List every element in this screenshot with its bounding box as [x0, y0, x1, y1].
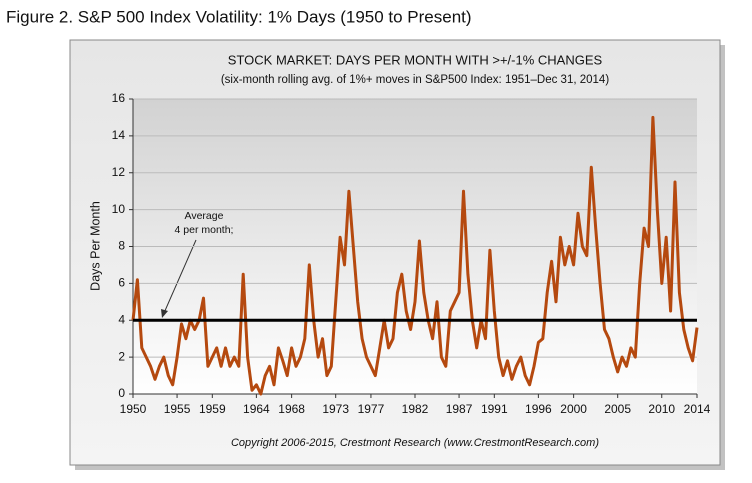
y-tick-label: 2 — [118, 349, 125, 363]
copyright: Copyright 2006-2015, Crestmont Research … — [231, 437, 599, 449]
x-tick-label: 1950 — [120, 402, 147, 416]
plot-layer: 0 2 4 6 8 10 12 14 16 1950 1955 1959 1964 1968 1973 197… — [112, 91, 711, 416]
x-tick-label: 1977 — [358, 402, 385, 416]
series-line — [131, 115, 699, 396]
x-tick-label: 2000 — [560, 402, 587, 416]
x-tick-label: 1955 — [164, 402, 191, 416]
x-tick-label: 1964 — [243, 402, 270, 416]
annotation-arrow — [163, 239, 197, 314]
y-tick-label: 12 — [112, 165, 126, 179]
figure-caption: Figure 2. S&P 500 Index Volatility: 1% D… — [6, 7, 472, 26]
y-axis-label: Days Per Month — [88, 201, 102, 291]
annotation-line: 4 per month; — [175, 224, 234, 236]
x-tick-label: 2014 — [684, 402, 711, 416]
chart-title: STOCK MARKET: DAYS PER MONTH WITH >+/-1%… — [228, 52, 603, 67]
y-tick-label: 14 — [112, 128, 126, 142]
y-tick-label: 10 — [112, 202, 126, 216]
y-tick-label: 4 — [118, 312, 125, 326]
x-tick-label: 2005 — [604, 402, 631, 416]
y-tick-label: 8 — [118, 239, 125, 253]
x-tick-label: 2010 — [648, 402, 675, 416]
x-tick-label: 1968 — [278, 402, 305, 416]
annotation-line: Average — [185, 210, 224, 222]
annotation-arrowhead — [161, 309, 168, 318]
x-tick-label: 1996 — [525, 402, 552, 416]
x-tick-label: 1982 — [402, 402, 429, 416]
x-tick-label: 1991 — [481, 402, 508, 416]
chart-subtitle: (six-month rolling avg. of 1%+ moves in … — [221, 74, 610, 86]
x-tick-label: 1973 — [322, 402, 349, 416]
x-tick-label: 1959 — [199, 402, 226, 416]
y-tick-label: 16 — [112, 91, 126, 105]
y-tick-label: 6 — [118, 276, 125, 290]
y-tick-label: 0 — [118, 386, 125, 400]
x-tick-label: 1987 — [446, 402, 473, 416]
